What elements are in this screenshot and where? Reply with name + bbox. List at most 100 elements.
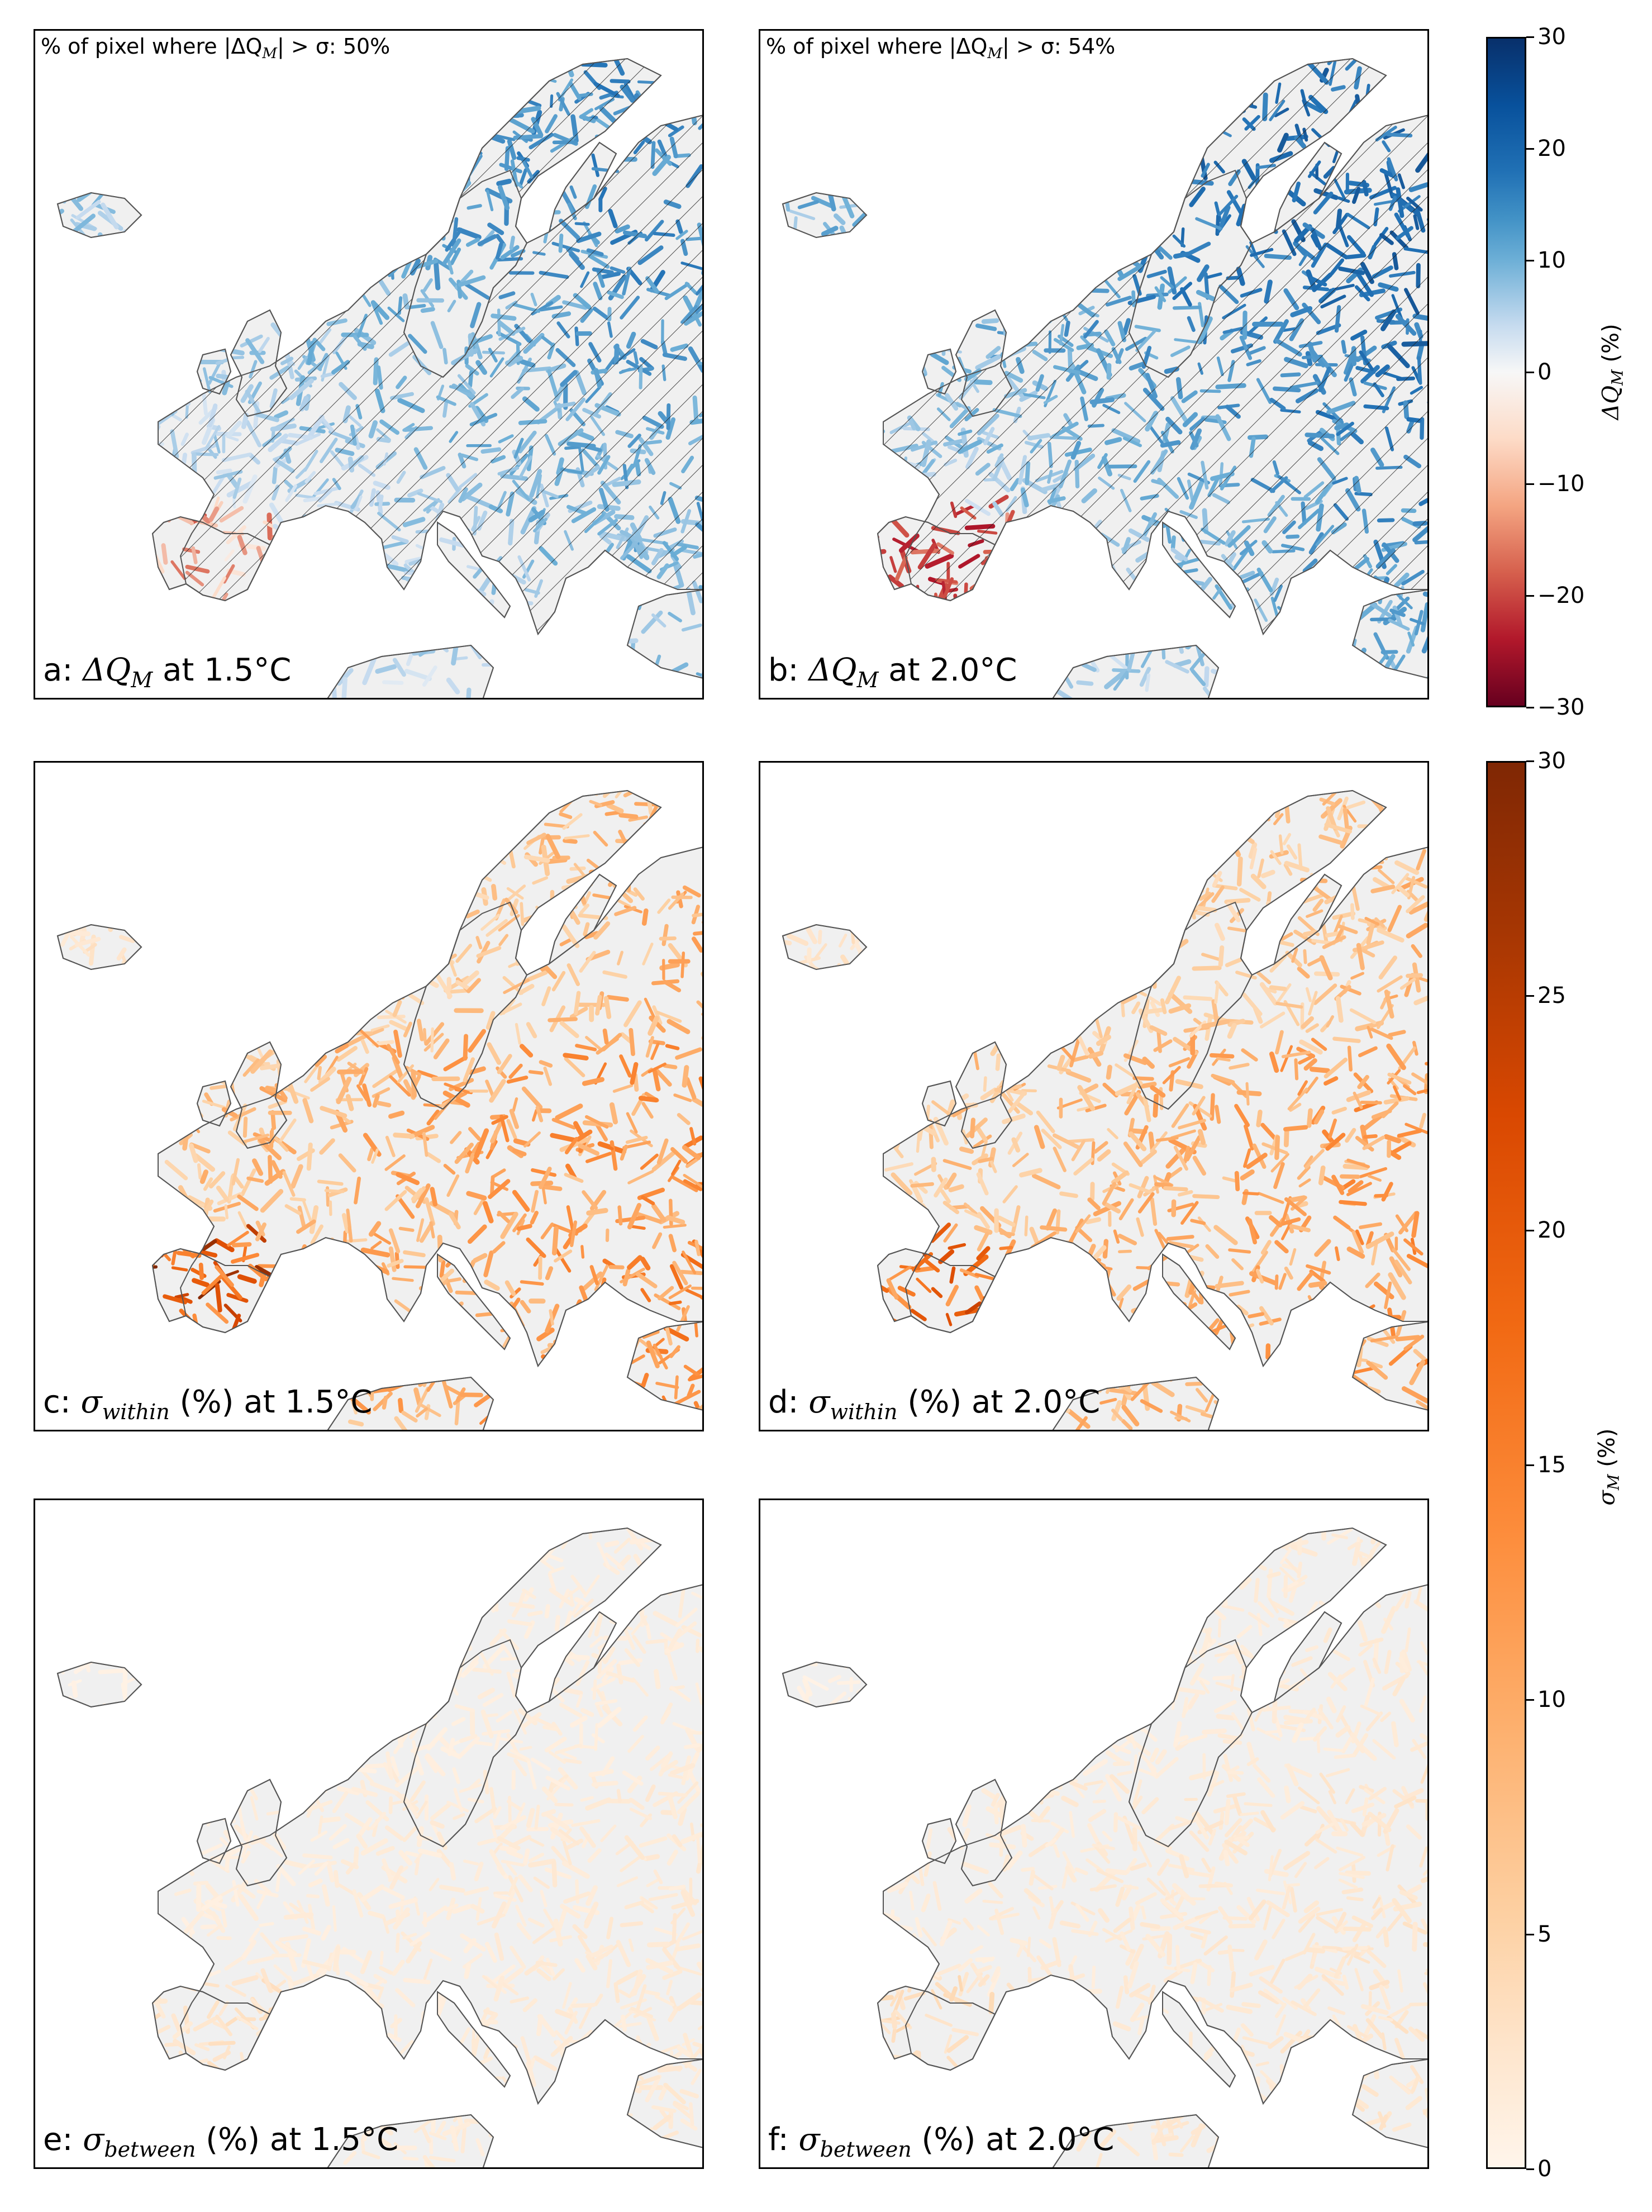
- river-segment: [1160, 276, 1174, 289]
- river-segment: [1000, 622, 1016, 634]
- river-segment: [147, 1251, 155, 1267]
- river-segment: [309, 647, 318, 664]
- river-segment: [1072, 1054, 1089, 1062]
- river-segment: [89, 348, 104, 357]
- river-segment: [871, 408, 881, 432]
- river-segment: [240, 224, 258, 248]
- river-segment: [1093, 1141, 1108, 1154]
- river-segment: [342, 906, 363, 914]
- river-segment: [999, 1362, 1024, 1381]
- river-segment: [1277, 662, 1305, 676]
- river-segment: [673, 1390, 701, 1406]
- river-segment: [627, 1255, 642, 1270]
- river-segment: [447, 299, 456, 312]
- river-segment: [668, 1234, 677, 1253]
- river-segment: [132, 302, 156, 321]
- river-segment: [146, 483, 156, 501]
- river-segment: [1396, 877, 1424, 892]
- river-segment: [116, 947, 127, 961]
- river-segment: [986, 259, 1001, 270]
- river-segment: [898, 981, 921, 987]
- river-segment: [190, 991, 211, 1005]
- river-segment: [237, 792, 253, 818]
- river-segment: [1129, 226, 1152, 242]
- river-segment: [1350, 865, 1366, 874]
- river-segment: [420, 307, 435, 313]
- river-segment: [1027, 236, 1031, 255]
- river-segment: [553, 1339, 573, 1362]
- river-segment: [415, 888, 432, 914]
- river-segment: [1112, 599, 1118, 630]
- river-segment: [290, 1164, 303, 1189]
- river-segment: [281, 873, 289, 892]
- river-segment: [515, 952, 540, 964]
- river-segment: [334, 521, 361, 536]
- river-segment: [680, 687, 694, 692]
- river-segment: [118, 1215, 138, 1225]
- river-segment: [125, 237, 147, 253]
- river-segment: [1006, 286, 1023, 293]
- river-segment: [220, 320, 240, 336]
- river-segment: [1140, 97, 1151, 125]
- river-segment: [114, 253, 128, 269]
- river-segment: [1096, 240, 1104, 270]
- river-segment: [327, 943, 335, 967]
- river-segment: [475, 1311, 501, 1317]
- river-segment: [933, 957, 946, 965]
- river-segment: [930, 229, 955, 241]
- river-segment: [304, 521, 317, 533]
- river-segment: [1220, 571, 1230, 592]
- river-segment: [149, 1360, 171, 1374]
- river-segment: [61, 1359, 71, 1381]
- river-segment: [941, 272, 950, 289]
- coastline-iceland: [782, 192, 868, 239]
- river-segment: [247, 1021, 272, 1040]
- river-segment: [832, 1047, 853, 1068]
- river-segment: [159, 859, 167, 881]
- river-segment: [788, 526, 810, 548]
- river-segment: [101, 1268, 115, 1295]
- river-segment: [111, 398, 132, 404]
- river-segment: [412, 1074, 421, 1088]
- river-segment: [416, 1407, 428, 1418]
- river-segment: [1012, 1153, 1029, 1167]
- river-segment: [806, 158, 826, 177]
- river-segment: [1082, 159, 1097, 187]
- river-segment: [424, 1022, 445, 1046]
- river-segment: [1012, 322, 1020, 339]
- river-segment: [196, 248, 225, 261]
- river-segment: [114, 601, 128, 626]
- river-segment: [793, 1063, 800, 1094]
- river-segment: [208, 912, 222, 930]
- river-segment: [1044, 606, 1066, 621]
- river-segment: [385, 1010, 407, 1024]
- river-segment: [309, 291, 323, 305]
- river-segment: [173, 351, 198, 360]
- coastline-italy: [437, 1253, 511, 1350]
- river-segment: [269, 112, 287, 140]
- river-segment: [400, 858, 410, 880]
- river-segment: [791, 791, 804, 792]
- river-segment: [870, 985, 884, 1004]
- river-segment: [104, 158, 113, 186]
- coastline-finland: [548, 141, 617, 234]
- river-segment: [559, 812, 573, 819]
- river-segment: [202, 245, 232, 254]
- river-segment: [601, 1033, 622, 1052]
- river-segment: [189, 1142, 211, 1154]
- river-segment: [250, 1358, 262, 1378]
- river-segment: [1399, 97, 1416, 103]
- river-segment: [1112, 791, 1134, 803]
- river-segment: [559, 937, 574, 946]
- river-segment: [1389, 1256, 1403, 1278]
- river-segment: [672, 1260, 688, 1286]
- river-segment: [1004, 273, 1016, 293]
- river-segment: [1144, 83, 1156, 102]
- river-segment: [1055, 923, 1084, 929]
- river-segment: [942, 1159, 972, 1170]
- river-segment: [69, 603, 74, 622]
- river-segment: [927, 1006, 947, 1014]
- river-segment: [999, 590, 1016, 615]
- river-segment: [872, 165, 884, 184]
- river-segment: [169, 343, 185, 358]
